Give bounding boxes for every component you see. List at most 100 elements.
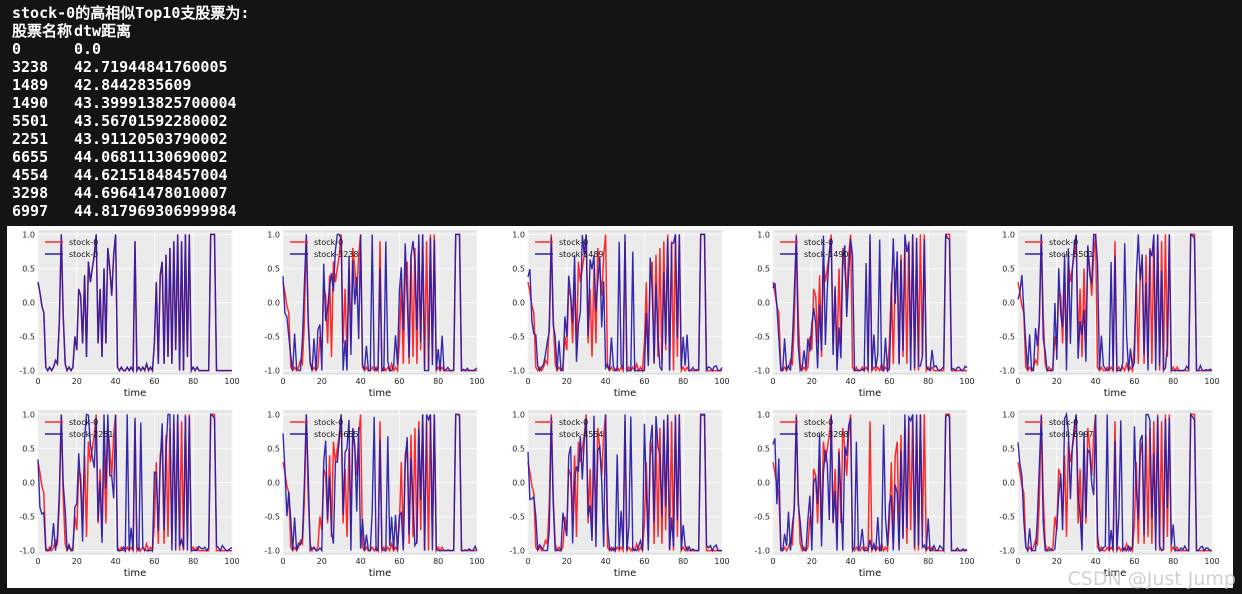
y-tick-label: 1.0 (22, 230, 35, 239)
x-tick-label: 20 (1052, 377, 1062, 386)
subplot: 1.0 0.5 0.0 -0.5 -1.00 20 40 60 80 100 time stock-0… (19, 410, 239, 579)
y-tick-label: 0.5 (757, 264, 770, 273)
y-tick-label: -0.5 (999, 513, 1015, 522)
x-tick-label: 80 (923, 557, 933, 566)
legend-label: stock-3238 (314, 250, 358, 259)
x-tick-label: 60 (639, 557, 649, 566)
legend-label: stock-0 (804, 418, 833, 427)
y-tick-label: 1.0 (757, 230, 770, 239)
console-row: 0 0.0 (12, 40, 912, 58)
x-tick-label: 40 (1091, 557, 1101, 566)
y-tick-label: 1.0 (512, 410, 525, 419)
legend-label: stock-5501 (1049, 250, 1093, 259)
y-tick-label: -1.0 (754, 547, 770, 556)
y-tick-label: 0.5 (1002, 444, 1015, 453)
subplot: 1.0 0.5 0.0 -0.5 -1.00 20 40 60 80 100 time stock-0… (264, 230, 484, 399)
x-tick-label: 80 (1168, 377, 1178, 386)
x-tick-label: 20 (317, 557, 327, 566)
y-tick-label: 0.0 (1002, 479, 1015, 488)
chart-figure: 1.0 0.5 0.0 -0.5 -1.0 0 20 40 60 80 100 time stock-0… (7, 226, 1233, 588)
x-tick-label: 40 (111, 557, 121, 566)
row-stock-id: 1489 (12, 76, 49, 94)
y-tick-label: -1.0 (999, 367, 1015, 376)
x-axis-label: time (614, 388, 637, 399)
x-tick-label: 0 (770, 557, 775, 566)
subplot: 1.0 0.5 0.0 -0.5 -1.00 20 40 60 80 100 time stock-0… (509, 410, 729, 579)
legend-label: stock-6655 (314, 430, 358, 439)
header-dtw-distance: dtw距离 (74, 22, 132, 40)
y-tick-label: 0.5 (22, 264, 35, 273)
series-line-comparison (772, 234, 968, 373)
x-tick-label: 0 (525, 377, 530, 386)
x-axis-label: time (859, 388, 882, 399)
x-axis-label: time (369, 568, 392, 579)
y-tick-label: 1.0 (22, 410, 35, 419)
subplot: 1.0 0.5 0.0 -0.5 -1.00 20 40 60 80 100 time stock-0… (999, 230, 1219, 399)
x-tick-label: 100 (469, 377, 484, 386)
y-tick-label: 0.0 (512, 299, 525, 308)
x-tick-label: 40 (846, 377, 856, 386)
x-tick-label: 80 (188, 377, 198, 386)
y-tick-label: 1.0 (267, 230, 280, 239)
x-tick-label: 60 (1129, 377, 1139, 386)
x-axis-label: time (1104, 388, 1127, 399)
series-line-comparison (37, 233, 232, 374)
x-tick-label: 80 (433, 557, 443, 566)
y-tick-label: 0.5 (512, 264, 525, 273)
row-dtw-value: 43.91120503790002 (74, 130, 228, 148)
row-stock-id: 0 (12, 40, 22, 58)
subplot: 1.0 0.5 0.0 -0.5 -1.00 20 40 60 80 100 time stock-0… (999, 410, 1219, 579)
console-row: 6655 44.06811130690002 (12, 148, 912, 166)
row-stock-id: 4554 (12, 166, 49, 184)
x-tick-label: 20 (1052, 557, 1062, 566)
header-stock-name: 股票名称 (12, 22, 73, 40)
legend-label: stock-0 (69, 418, 98, 427)
row-dtw-value: 44.69641478010007 (74, 184, 228, 202)
x-tick-label: 100 (959, 557, 974, 566)
x-tick-label: 80 (1168, 557, 1178, 566)
y-tick-label: 0.0 (512, 479, 525, 488)
x-tick-label: 0 (35, 557, 40, 566)
x-tick-label: 80 (678, 557, 688, 566)
y-tick-label: 0.0 (757, 479, 770, 488)
row-stock-id: 5501 (12, 112, 49, 130)
legend-label: stock-0 (1049, 418, 1078, 427)
y-tick-label: -1.0 (264, 367, 280, 376)
x-tick-label: 40 (846, 557, 856, 566)
row-stock-id: 6997 (12, 202, 49, 220)
y-tick-label: 0.0 (267, 299, 280, 308)
y-tick-label: -1.0 (264, 547, 280, 556)
x-tick-label: 100 (224, 557, 239, 566)
console-output: stock-0的高相似Top10支股票为: 股票名称 dtw距离 0 0.0 323… (12, 4, 912, 220)
y-tick-label: -1.0 (509, 367, 525, 376)
x-tick-label: 40 (111, 377, 121, 386)
x-tick-label: 40 (356, 377, 366, 386)
row-dtw-value: 43.56701592280002 (74, 112, 228, 130)
series-line-comparison (527, 413, 722, 553)
y-tick-label: 1.0 (1002, 410, 1015, 419)
subplot: 1.0 0.5 0.0 -0.5 -1.00 20 40 60 80 100 time stock-0… (509, 230, 729, 399)
console-row: 1489 42.8442835609 (12, 76, 912, 94)
console-row: 3298 44.69641478010007 (12, 184, 912, 202)
watermark: CSDN @Just Jump (1067, 568, 1236, 590)
series-line-comparison (772, 413, 968, 554)
y-tick-label: -1.0 (19, 547, 35, 556)
y-tick-label: -0.5 (264, 333, 280, 342)
x-tick-label: 20 (317, 377, 327, 386)
y-tick-label: -1.0 (999, 547, 1015, 556)
y-tick-label: 1.0 (1002, 230, 1015, 239)
row-dtw-value: 42.71944841760005 (74, 58, 228, 76)
x-tick-label: 60 (149, 557, 159, 566)
x-axis-label: time (614, 568, 637, 579)
x-tick-label: 100 (959, 377, 974, 386)
x-tick-label: 20 (72, 557, 82, 566)
x-tick-label: 20 (562, 557, 572, 566)
series-line-comparison (282, 233, 478, 372)
legend-label: stock-2251 (69, 430, 113, 439)
x-tick-label: 80 (678, 377, 688, 386)
console-row: 6997 44.817969306999984 (12, 202, 912, 220)
y-tick-label: -0.5 (754, 513, 770, 522)
row-stock-id: 1490 (12, 94, 49, 112)
x-tick-label: 60 (394, 377, 404, 386)
row-dtw-value: 42.8442835609 (74, 76, 192, 94)
